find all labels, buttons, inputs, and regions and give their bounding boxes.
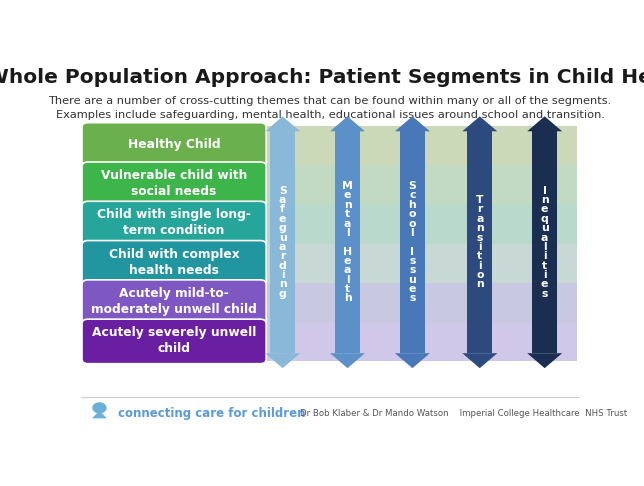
Text: S
c
h
o
o
l
 
I
s
s
u
e
s: S c h o o l I s s u e s xyxy=(408,181,416,303)
Polygon shape xyxy=(265,353,300,368)
Text: Child with single long-
term condition: Child with single long- term condition xyxy=(97,208,251,237)
Text: I
n
e
q
u
a
l
i
t
i
e
s: I n e q u a l i t i e s xyxy=(541,186,549,299)
Text: Child with complex
health needs: Child with complex health needs xyxy=(109,247,240,277)
FancyBboxPatch shape xyxy=(260,126,577,165)
FancyBboxPatch shape xyxy=(82,241,266,285)
Polygon shape xyxy=(395,353,430,368)
Circle shape xyxy=(93,403,106,413)
Text: M
e
n
t
a
l
 
H
e
a
l
t
h: M e n t a l H e a l t h xyxy=(342,181,353,303)
FancyBboxPatch shape xyxy=(260,165,577,204)
Text: A Whole Population Approach: Patient Segments in Child Health: A Whole Population Approach: Patient Seg… xyxy=(0,68,644,87)
Text: Acutely mild-to-
moderately unwell child: Acutely mild-to- moderately unwell child xyxy=(91,287,257,316)
Text: T
r
a
n
s
i
t
i
o
n: T r a n s i t i o n xyxy=(476,195,484,289)
FancyBboxPatch shape xyxy=(82,319,266,364)
FancyBboxPatch shape xyxy=(260,283,577,322)
FancyBboxPatch shape xyxy=(82,201,266,246)
FancyBboxPatch shape xyxy=(260,243,577,283)
Polygon shape xyxy=(92,411,107,418)
Polygon shape xyxy=(395,116,430,131)
Text: Vulnerable child with
social needs: Vulnerable child with social needs xyxy=(101,169,247,198)
Polygon shape xyxy=(462,353,497,368)
FancyBboxPatch shape xyxy=(532,131,557,353)
Polygon shape xyxy=(527,116,562,131)
Text: Healthy Child: Healthy Child xyxy=(128,138,220,151)
FancyBboxPatch shape xyxy=(400,131,425,353)
FancyBboxPatch shape xyxy=(468,131,492,353)
Text: Acutely severely unwell
child: Acutely severely unwell child xyxy=(92,326,256,355)
Text: S
a
f
e
g
u
a
r
d
i
n
g: S a f e g u a r d i n g xyxy=(279,186,287,299)
FancyBboxPatch shape xyxy=(260,322,577,362)
Polygon shape xyxy=(330,353,365,368)
Polygon shape xyxy=(265,116,300,131)
Text: connecting care for children: connecting care for children xyxy=(118,407,305,419)
FancyBboxPatch shape xyxy=(335,131,360,353)
FancyBboxPatch shape xyxy=(82,280,266,324)
Polygon shape xyxy=(330,116,365,131)
FancyBboxPatch shape xyxy=(82,162,266,207)
FancyBboxPatch shape xyxy=(270,131,295,353)
Text: Examples include safeguarding, mental health, educational issues around school a: Examples include safeguarding, mental he… xyxy=(55,110,605,120)
Text: Dr Bob Klaber & Dr Mando Watson    Imperial College Healthcare  NHS Trust: Dr Bob Klaber & Dr Mando Watson Imperial… xyxy=(300,409,627,417)
FancyBboxPatch shape xyxy=(260,204,577,243)
Polygon shape xyxy=(462,116,497,131)
FancyBboxPatch shape xyxy=(82,122,266,167)
Polygon shape xyxy=(527,353,562,368)
Text: There are a number of cross-cutting themes that can be found within many or all : There are a number of cross-cutting them… xyxy=(48,96,612,106)
